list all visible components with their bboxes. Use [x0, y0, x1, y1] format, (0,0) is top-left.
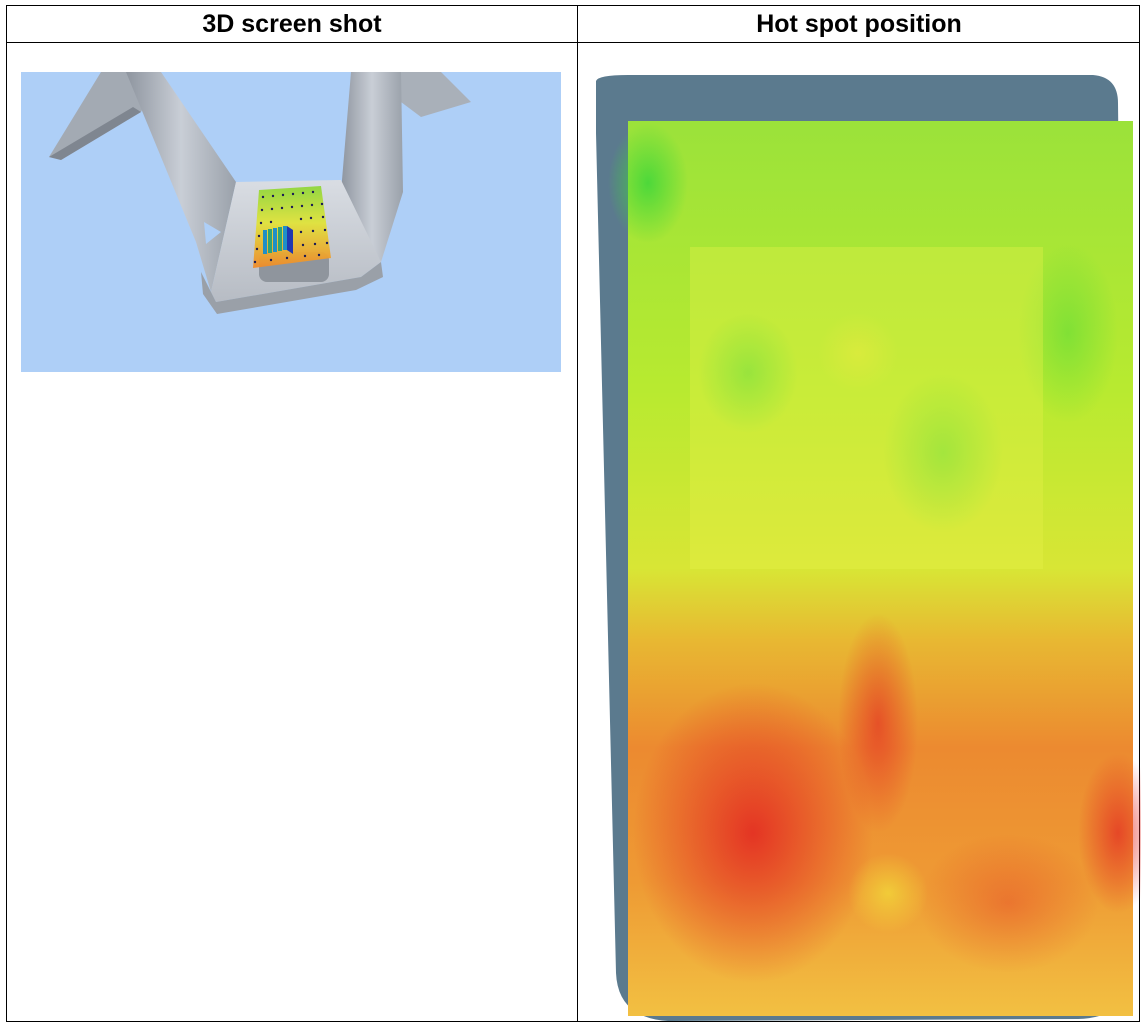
cad-3d-view-image [21, 72, 561, 372]
column-divider [577, 6, 578, 1021]
header-divider [7, 42, 1139, 43]
comparison-table: 3D screen shot Hot spot position [6, 5, 1141, 1023]
thermal-heatmap-image [588, 73, 1141, 1023]
header-hot-spot-position: Hot spot position [756, 10, 962, 38]
header-3d-screenshot: 3D screen shot [202, 10, 382, 38]
